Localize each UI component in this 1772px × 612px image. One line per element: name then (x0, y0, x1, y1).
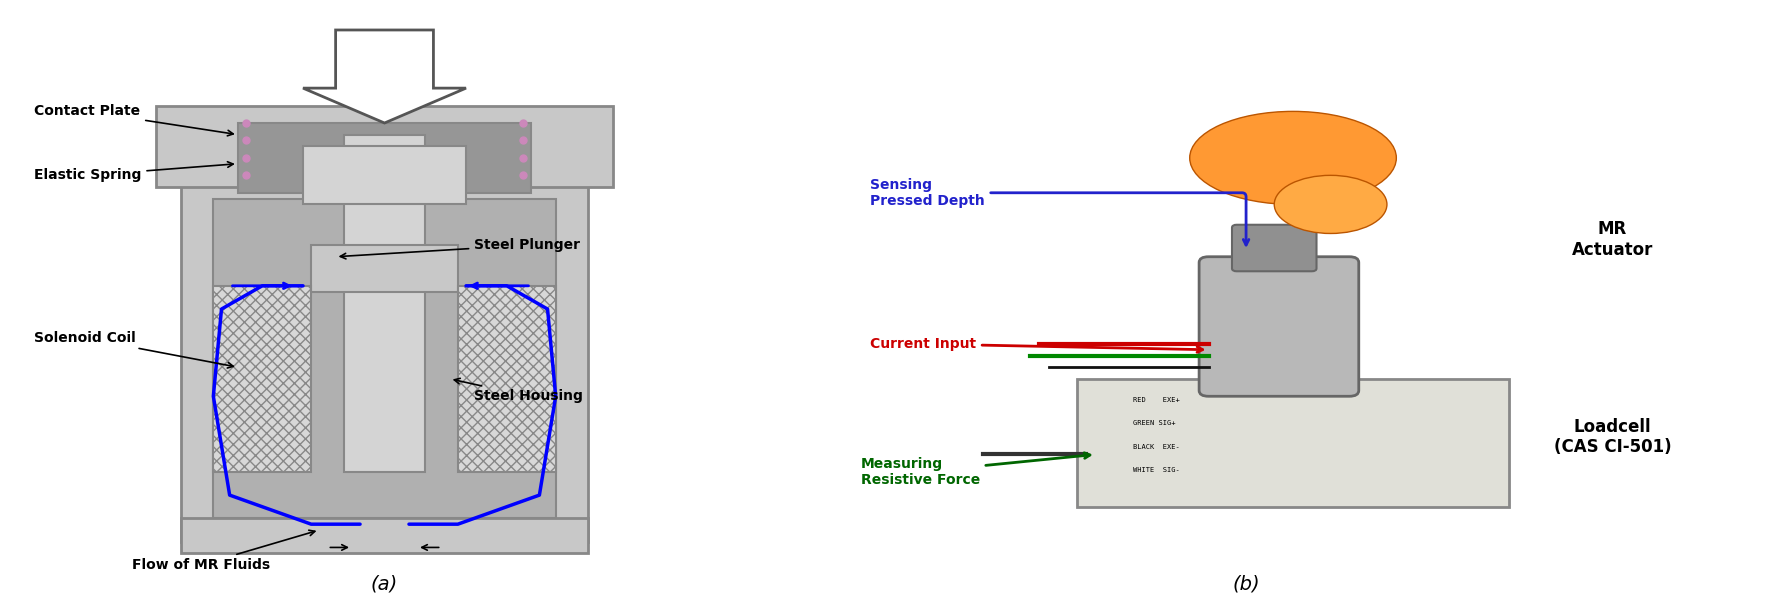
Text: (a): (a) (370, 575, 399, 594)
FancyBboxPatch shape (303, 146, 466, 204)
Text: Loadcell
(CAS CI-501): Loadcell (CAS CI-501) (1554, 417, 1671, 457)
Text: RED    EXE+: RED EXE+ (1134, 397, 1180, 403)
FancyBboxPatch shape (156, 106, 613, 187)
Text: MR
Actuator: MR Actuator (1572, 220, 1653, 259)
FancyBboxPatch shape (181, 518, 588, 553)
Text: BLACK  EXE-: BLACK EXE- (1134, 444, 1180, 450)
Text: Steel Plunger: Steel Plunger (340, 238, 579, 259)
Text: Elastic Spring: Elastic Spring (34, 162, 234, 182)
FancyBboxPatch shape (1232, 225, 1317, 271)
Text: GREEN SIG+: GREEN SIG+ (1134, 420, 1177, 427)
Ellipse shape (1189, 111, 1396, 204)
Text: Flow of MR Fluids: Flow of MR Fluids (131, 530, 315, 572)
FancyBboxPatch shape (237, 123, 532, 193)
Text: (b): (b) (1232, 575, 1260, 594)
FancyBboxPatch shape (213, 286, 312, 472)
Text: Contact Plate: Contact Plate (34, 105, 234, 136)
Text: Solenoid Coil: Solenoid Coil (34, 331, 234, 368)
Ellipse shape (1274, 175, 1387, 233)
Text: Measuring
Resistive Force: Measuring Resistive Force (861, 453, 1090, 487)
FancyBboxPatch shape (181, 181, 588, 542)
FancyBboxPatch shape (1200, 257, 1359, 397)
FancyBboxPatch shape (344, 135, 425, 472)
FancyBboxPatch shape (457, 286, 556, 472)
FancyBboxPatch shape (1077, 379, 1510, 507)
Text: Steel Housing: Steel Housing (454, 378, 583, 403)
Polygon shape (303, 30, 466, 123)
Text: Current Input: Current Input (870, 337, 1203, 353)
Text: WHITE  SIG-: WHITE SIG- (1134, 467, 1180, 473)
FancyBboxPatch shape (213, 198, 556, 518)
FancyBboxPatch shape (312, 245, 457, 291)
Text: Sensing
Pressed Depth: Sensing Pressed Depth (870, 177, 1249, 245)
